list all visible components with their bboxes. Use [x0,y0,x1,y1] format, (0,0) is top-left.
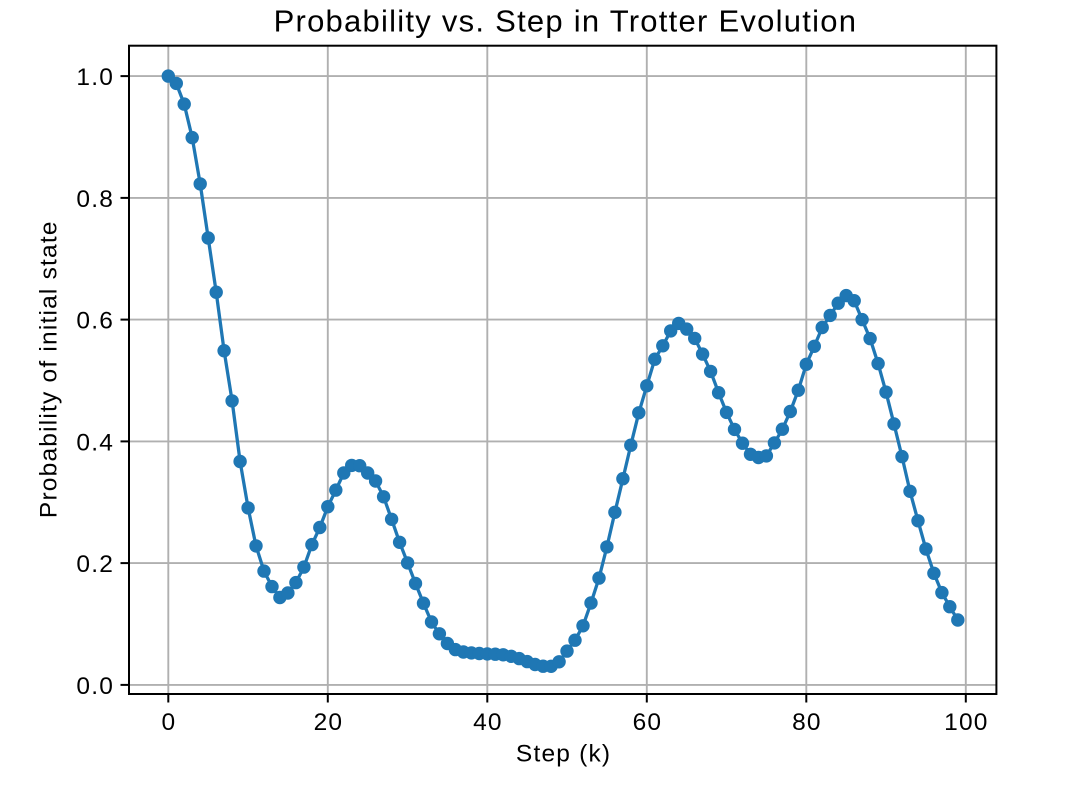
svg-text:60: 60 [633,709,663,736]
svg-text:0.8: 0.8 [76,186,114,213]
svg-text:Step (k): Step (k) [516,741,611,768]
svg-text:100: 100 [944,709,988,736]
svg-text:0.4: 0.4 [76,429,114,456]
svg-text:40: 40 [473,709,503,736]
svg-text:20: 20 [314,709,344,736]
svg-text:Probability of initial state: Probability of initial state [36,220,63,518]
svg-text:Probability vs. Step in Trotte: Probability vs. Step in Trotter Evolutio… [274,4,858,39]
svg-text:0: 0 [161,709,176,736]
svg-text:0.6: 0.6 [76,308,114,335]
svg-text:0.0: 0.0 [76,673,114,700]
svg-text:0.2: 0.2 [76,551,114,578]
svg-text:80: 80 [792,709,822,736]
svg-text:1.0: 1.0 [76,64,114,91]
